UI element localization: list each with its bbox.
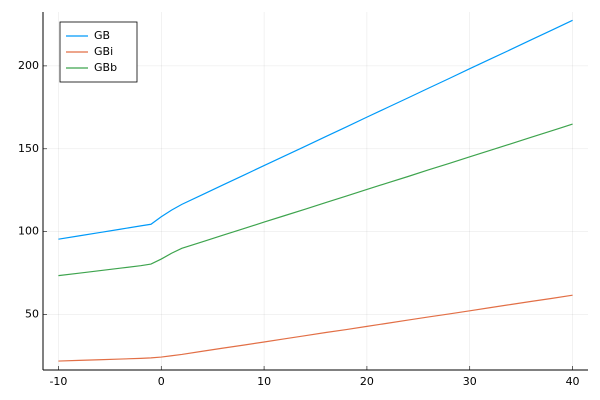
series-line [58,19,573,240]
x-tick-label: 20 [360,375,374,388]
x-tick-label: 40 [566,375,580,388]
x-tick-label: 30 [463,375,477,388]
legend-label: GBi [94,45,113,58]
legend-label: GBb [94,61,117,74]
x-tick-label: 0 [158,375,165,388]
y-tick-label: 150 [18,142,39,155]
x-tick-label: 10 [257,375,271,388]
y-tick-label: 100 [18,225,39,238]
y-tick-label: 50 [25,308,39,321]
y-tick-label: 200 [18,59,39,72]
series-line [58,294,573,362]
x-tick-label: -10 [49,375,67,388]
series-line [58,123,573,277]
legend-label: GB [94,29,110,42]
